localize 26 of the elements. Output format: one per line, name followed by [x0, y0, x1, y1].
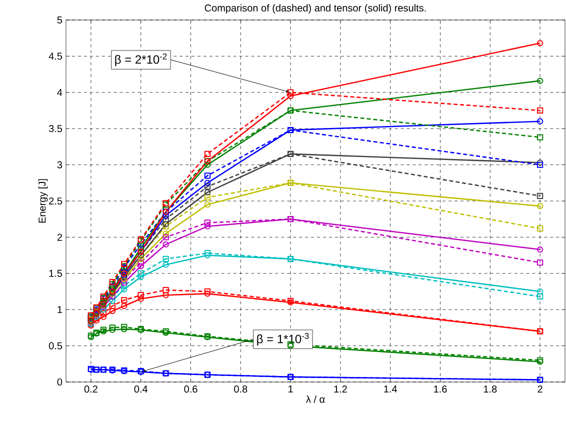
y-tick-label: 0.5: [48, 342, 62, 350]
x-tick-label: 1: [288, 386, 293, 392]
chart-title: Comparison of (dashed) and tensor (solid) results.: [204, 4, 426, 14]
x-tick-label: 0.4: [134, 386, 148, 393]
x-tick-label: 1.8: [484, 386, 497, 393]
x-tick-label: 2: [538, 386, 542, 393]
annotation: β = 1*10$^{-3}$: [257, 332, 309, 346]
x-tick-label: 0.6: [184, 386, 198, 393]
y-tick-label: 4: [57, 88, 62, 96]
y-tick-label: 5: [57, 16, 62, 24]
y-tick-label: 2.5: [49, 197, 62, 205]
y-tick-label: 3.5: [48, 125, 62, 132]
x-axis-title: λ / α: [306, 395, 325, 403]
y-tick-label: 1.5: [49, 270, 62, 277]
y-tick-label: 0: [57, 378, 62, 386]
x-tick-label: 1.6: [434, 386, 447, 393]
y-tick-label: 2: [57, 234, 62, 241]
x-tick-label: 0.8: [234, 386, 248, 393]
annotation: β = 2*10$^{-2}$: [115, 53, 167, 66]
y-axis-title: Energy [J]: [38, 179, 48, 223]
x-tick-label: 1.4: [384, 386, 398, 392]
x-tick-label: 0.2: [84, 386, 98, 393]
y-tick-label: 4.5: [48, 52, 62, 60]
y-tick-label: 3: [57, 161, 62, 168]
x-tick-label: 1.2: [334, 386, 347, 393]
y-tick-label: 1: [58, 306, 62, 314]
